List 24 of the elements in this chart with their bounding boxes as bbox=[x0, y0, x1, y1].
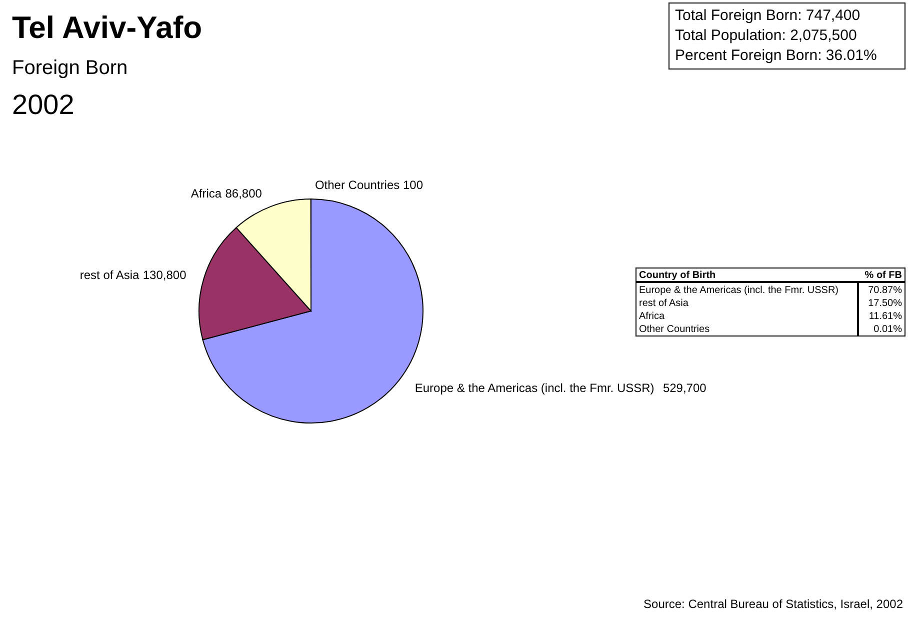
text: 11.61% bbox=[868, 311, 902, 322]
source-note: Source: Central Bureau of Statistics, Israel, 2002 bbox=[644, 597, 904, 611]
slice-label: Europe & the Americas (incl. the Fmr. USSR) bbox=[414, 380, 654, 395]
data-label: 86,800 bbox=[225, 186, 262, 200]
slice-label: rest of Asia bbox=[80, 268, 140, 282]
text: 0.01% bbox=[874, 324, 902, 335]
data-label: 529,700 bbox=[662, 380, 707, 395]
data-label: 100 bbox=[402, 178, 424, 192]
chart-subtitle: Foreign Born 2002 bbox=[12, 57, 128, 120]
text: Percent Foreign Born: 36.01% bbox=[675, 47, 877, 64]
text: 70.87% bbox=[868, 285, 902, 296]
text: Country of Birth bbox=[639, 270, 716, 281]
text: % of FB bbox=[864, 270, 902, 281]
text: Total Foreign Born: 747,400 bbox=[675, 7, 860, 24]
data-label: 130,800 bbox=[142, 268, 187, 282]
category-label: Other Countries bbox=[639, 324, 710, 335]
slice-label: Other Countries bbox=[314, 178, 400, 192]
chart-title: Tel Aviv-Yafo bbox=[12, 10, 202, 45]
category-label: Africa bbox=[639, 311, 665, 322]
text: Total Population: 2,075,500 bbox=[675, 27, 857, 44]
text: 17.50% bbox=[868, 298, 902, 309]
category-label: Europe & the Americas (incl. the Fmr. USSR) bbox=[639, 285, 839, 296]
slice-label: Africa bbox=[190, 186, 222, 200]
category-label: rest of Asia bbox=[639, 298, 689, 309]
